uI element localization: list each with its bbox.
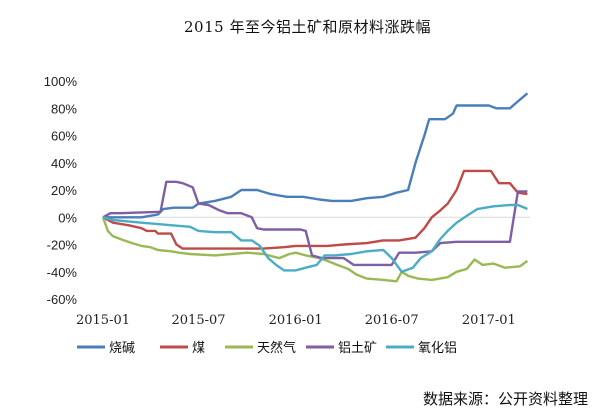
legend-label: 铝土矿 (338, 341, 377, 356)
chart-title: 2015 年至今铝土矿和原材料涨跌幅 (184, 18, 431, 36)
y-tick-label: -20% (47, 238, 78, 253)
x-tick-label: 2015-07 (172, 313, 226, 328)
y-tick-label: 40% (51, 156, 77, 171)
y-tick-label: 0% (58, 210, 77, 225)
x-tick-label: 2016-07 (365, 313, 419, 328)
x-tick-label: 2016-01 (269, 313, 323, 328)
x-tick-label: 2015-01 (76, 313, 130, 328)
legend-label: 烧碱 (109, 341, 135, 356)
legend-label: 氧化铝 (418, 341, 457, 356)
y-tick-label: -40% (47, 265, 78, 280)
series-lines (101, 92, 529, 283)
source-note: 数据来源：公开资料整理 (422, 390, 588, 408)
y-tick-label: 60% (51, 129, 77, 144)
legend-label: 天然气 (257, 340, 296, 356)
y-tick-label: 100% (44, 74, 78, 89)
series-line (103, 92, 529, 219)
series-line (102, 203, 528, 273)
legend: 烧碱 煤 天然气 铝土矿 氧化铝 (77, 340, 457, 356)
series-line (101, 216, 529, 283)
series-line (102, 180, 528, 267)
x-tick-label: 2017-01 (462, 313, 516, 328)
x-tick-labels: 2015-01 2015-07 2016-01 2016-07 2017-01 (76, 313, 516, 328)
legend-label: 煤 (192, 341, 205, 356)
y-tick-label: -60% (47, 292, 78, 307)
series-line (102, 169, 528, 250)
y-tick-label: 20% (51, 183, 77, 198)
y-tick-label: 80% (51, 101, 77, 116)
y-tick-labels: -60% -40% -20% 0% 20% 40% 60% 80% 100% (44, 74, 78, 307)
